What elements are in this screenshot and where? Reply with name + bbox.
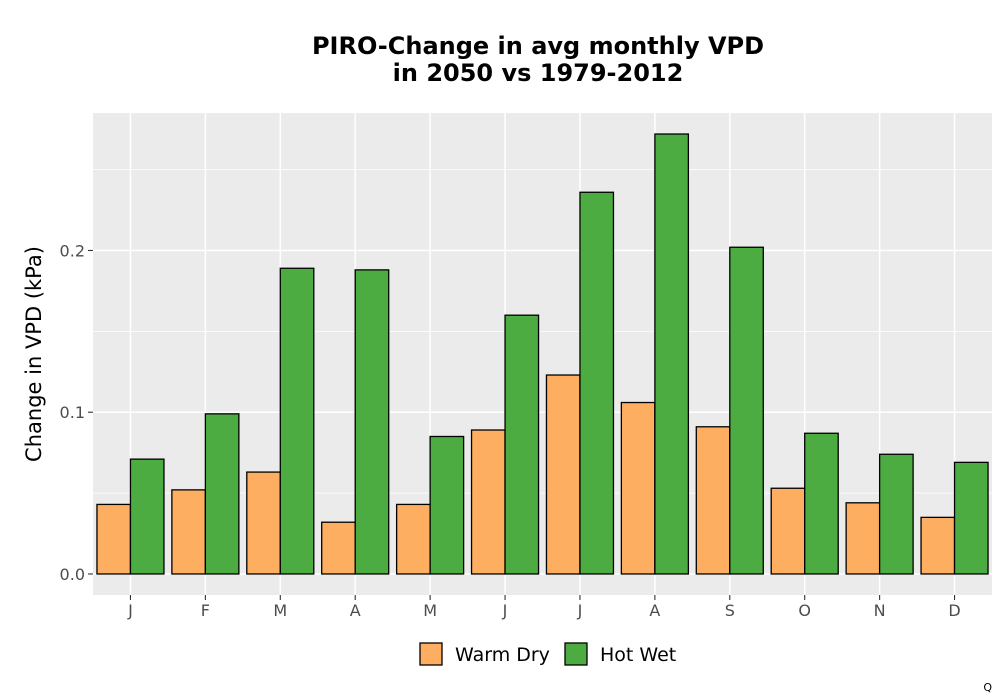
bar-warm-dry — [470, 429, 506, 575]
y-tick-label: 0.0 — [60, 565, 85, 584]
bar-warm-dry — [96, 503, 132, 575]
bar-hot-wet — [504, 314, 540, 575]
bars — [96, 133, 989, 575]
bar-hot-wet — [654, 133, 690, 575]
legend-key-hot-wet — [564, 642, 588, 666]
x-tick-label: F — [201, 601, 210, 620]
chart-title-line-1: PIRO-Change in avg monthly VPD — [312, 32, 764, 60]
x-tick-label: N — [874, 601, 886, 620]
bar-hot-wet — [878, 453, 914, 575]
x-tick-label: M — [423, 601, 437, 620]
y-axis: 0.0 0.1 0.2 — [60, 241, 93, 584]
x-tick-label: O — [798, 601, 811, 620]
x-tick-label: S — [725, 601, 735, 620]
x-tick-label: D — [948, 601, 960, 620]
legend-label-hot-wet: Hot Wet — [600, 644, 676, 666]
x-tick-label: J — [577, 601, 583, 620]
bar-hot-wet — [429, 435, 465, 575]
bar-warm-dry — [770, 487, 806, 575]
plot-panel — [93, 113, 992, 595]
chart-title-line-2: in 2050 vs 1979-2012 — [393, 59, 684, 87]
bar-hot-wet — [279, 267, 315, 575]
x-tick-label: A — [649, 601, 660, 620]
y-tick-label: 0.1 — [60, 403, 85, 422]
legend-key-warm-dry — [419, 642, 443, 666]
x-tick-label: A — [350, 601, 361, 620]
y-axis-label: Change in VPD (kPa) — [22, 246, 46, 462]
corner-note: Q — [983, 681, 992, 694]
bar-warm-dry — [246, 471, 281, 575]
y-tick-label: 0.2 — [60, 241, 85, 260]
bar-warm-dry — [920, 516, 956, 575]
bar-warm-dry — [171, 489, 207, 575]
x-tick-label: M — [273, 601, 287, 620]
bar-hot-wet — [804, 432, 839, 575]
bar-hot-wet — [129, 458, 165, 575]
bar-warm-dry — [695, 426, 731, 575]
bar-hot-wet — [354, 269, 390, 575]
bar-warm-dry — [845, 502, 881, 575]
bar-warm-dry — [321, 521, 356, 575]
bar-hot-wet — [204, 413, 240, 575]
bar-hot-wet — [729, 246, 764, 575]
bar-hot-wet — [953, 461, 989, 575]
legend-label-warm-dry: Warm Dry — [455, 644, 550, 666]
bar-hot-wet — [579, 191, 615, 575]
x-tick-label: J — [127, 601, 133, 620]
bar-warm-dry — [545, 374, 581, 575]
legend: Warm Dry Hot Wet — [419, 642, 676, 666]
bar-warm-dry — [620, 401, 656, 575]
x-tick-label: J — [502, 601, 508, 620]
bar-warm-dry — [395, 503, 431, 575]
